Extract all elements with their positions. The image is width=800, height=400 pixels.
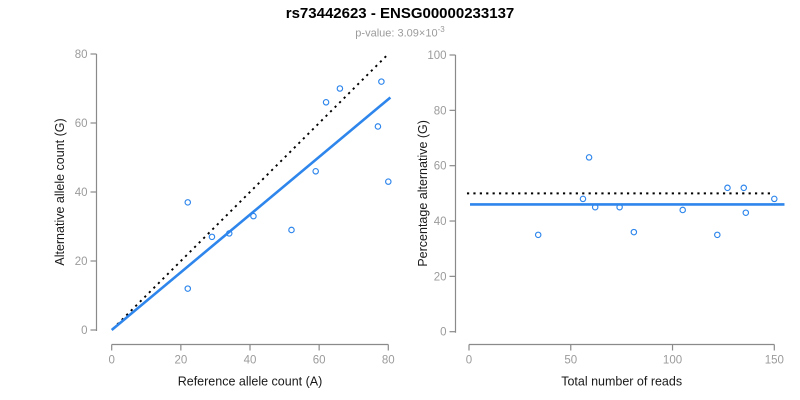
data-point [714, 231, 721, 239]
data-point [225, 230, 233, 237]
y-tick-label: 80 [434, 105, 447, 117]
data-point [771, 195, 778, 203]
data-point [616, 203, 623, 211]
data-point [679, 206, 686, 214]
data-point [184, 199, 192, 206]
data-point [630, 228, 638, 236]
data-point [579, 195, 587, 203]
y-tick-label: 20 [434, 271, 447, 283]
data-point [312, 168, 319, 175]
data-point [184, 285, 192, 292]
y-tick-label: 40 [434, 216, 447, 228]
x-tick-label: 20 [174, 355, 187, 367]
y-tick-label: 0 [81, 325, 87, 337]
data-point [378, 78, 385, 85]
data-point [208, 233, 216, 241]
x-tick-label: 0 [108, 355, 114, 367]
right-scatter-panel: 0 50 100 150 0 20 40 60 80 100 Total number of rea… [416, 50, 785, 389]
y-axis-title: Alternative allele count (G) [53, 118, 67, 265]
y-tick-label: 60 [75, 118, 88, 130]
plot-subtitle: p-value: 3.09×10-3 [0, 25, 800, 40]
y-tick-label: 60 [434, 161, 447, 173]
data-point [585, 154, 593, 161]
x-axis-title: Reference allele count (A) [178, 375, 323, 389]
x-tick-label: 80 [382, 355, 395, 367]
x-tick-label: 150 [765, 355, 784, 367]
y-axis-title: Percentage alternative (G) [416, 120, 430, 267]
x-tick-label: 60 [313, 355, 326, 367]
data-point [385, 178, 392, 185]
p-value-text: p-value: 3.09×10 [355, 27, 438, 40]
y-tick-label: 100 [427, 50, 446, 62]
identity-line [112, 54, 388, 330]
data-point [740, 184, 748, 192]
p-value-exponent: -3 [437, 25, 445, 34]
data-point [250, 212, 257, 220]
plot-title: rs73442623 - ENSG00000233137 [285, 5, 515, 22]
data-point [724, 184, 731, 192]
data-point [288, 226, 295, 234]
y-tick-label: 80 [75, 49, 88, 61]
x-tick-label: 0 [466, 355, 472, 367]
x-tick-label: 100 [663, 355, 682, 367]
x-axis-title: Total number of reads [561, 375, 682, 389]
data-point [322, 99, 330, 106]
x-tick-label: 50 [564, 355, 577, 367]
fit-line [110, 96, 392, 331]
left-scatter-panel: 0 20 40 60 80 0 20 40 60 80 Reference allele count… [53, 49, 395, 389]
y-tick-label: 20 [75, 256, 88, 268]
data-point [534, 231, 542, 239]
data-point [591, 203, 599, 211]
y-tick-label: 40 [75, 187, 88, 199]
x-tick-label: 40 [244, 355, 257, 367]
y-tick-label: 0 [440, 327, 446, 339]
data-point [742, 209, 750, 216]
data-point [374, 123, 382, 130]
data-point [336, 85, 344, 92]
